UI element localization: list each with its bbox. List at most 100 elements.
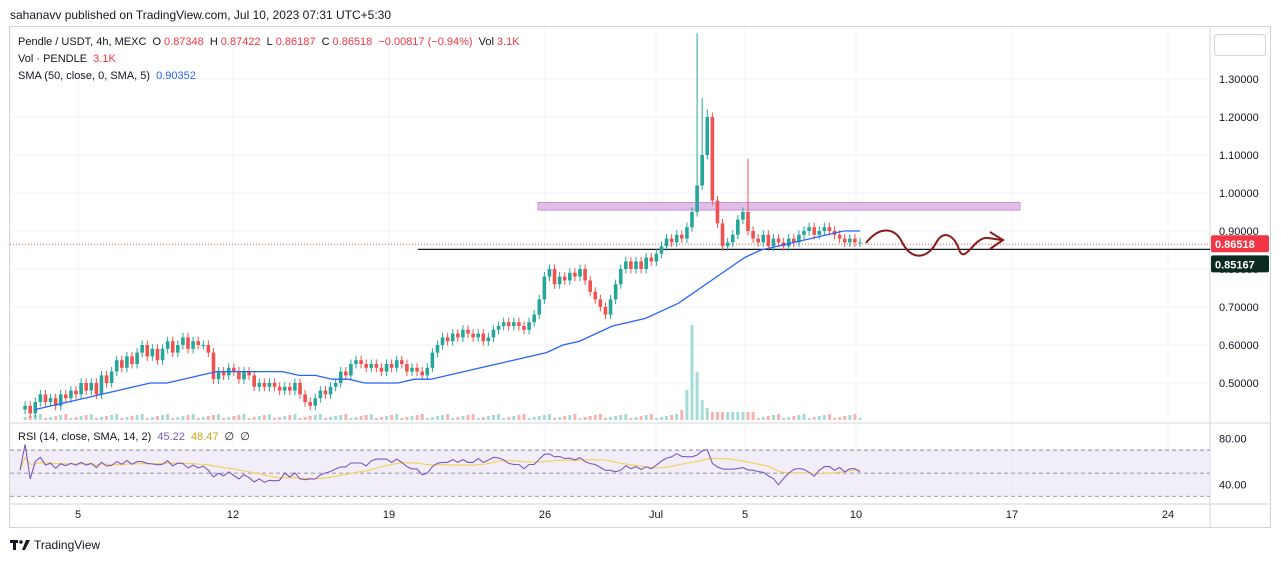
candle-body (827, 227, 832, 231)
price-tick-label: 1.30000 (1219, 74, 1259, 86)
volume-bar (425, 418, 429, 420)
candle-body (237, 371, 241, 380)
volume-bar (140, 414, 144, 420)
chart-frame[interactable] (9, 26, 1271, 528)
volume-bar (522, 414, 526, 420)
volume-bar (232, 416, 236, 420)
volume-bar (28, 416, 32, 420)
candle-body (389, 364, 394, 368)
volume-bar (563, 416, 567, 420)
volume-bar (201, 417, 205, 420)
volume-legend-value: 3.1K (93, 53, 116, 65)
volume-bar (497, 414, 501, 420)
candle-body (247, 371, 251, 376)
volume-bar (298, 418, 302, 420)
volume-bar (741, 412, 745, 420)
candle-body (155, 348, 160, 361)
candle-body (135, 352, 139, 364)
candle-body (379, 367, 384, 372)
candle-body (94, 383, 99, 395)
time-tick-label: 24 (1162, 509, 1174, 521)
volume-bar (736, 412, 740, 420)
candle-body (338, 371, 343, 383)
volume-bar (237, 415, 241, 420)
candle-body (267, 383, 272, 387)
candle-body (359, 360, 363, 364)
candle-body (114, 360, 119, 372)
candle-body (593, 291, 598, 300)
volume-bar (817, 416, 821, 420)
candle-body (445, 337, 450, 342)
volume-bar (318, 414, 322, 420)
candle-body (216, 371, 221, 380)
volume-bar (420, 414, 424, 420)
candle-body (756, 238, 760, 243)
volume-bar (797, 415, 801, 420)
tradingview-logo-icon (10, 540, 30, 550)
candle-body (649, 257, 654, 262)
volume-bar (395, 414, 399, 420)
candle-body (262, 383, 267, 387)
candle-body (165, 341, 170, 349)
candle-body (512, 322, 516, 326)
candle-body (858, 242, 862, 244)
volume-bar (135, 415, 139, 420)
price-legend: Pendle / USDT, 4h, MEXC O 0.87348 H 0.8742… (18, 36, 523, 48)
volume-bar (145, 418, 149, 420)
candle-body (710, 117, 715, 201)
volume-bar (670, 415, 674, 420)
volume-bar (405, 417, 409, 420)
volume-bar (792, 416, 796, 420)
rsi-legend-label: RSI (14, close, SMA, 14, 2) (18, 431, 152, 443)
volume-bar (807, 418, 811, 420)
candle-body (812, 227, 816, 235)
volume-bar (257, 416, 261, 420)
sma-legend-label: SMA (50, close, 0, SMA, 5) (18, 70, 151, 82)
candle-body (542, 276, 547, 300)
candle-body (761, 234, 766, 243)
candle-body (79, 383, 83, 395)
legend-close: 0.86518 (332, 36, 373, 48)
volume-bar (211, 415, 215, 420)
candle-body (104, 375, 109, 383)
volume-bar (573, 414, 577, 420)
candle-body (206, 345, 211, 353)
candle-body (552, 269, 557, 285)
candle-body (252, 375, 256, 387)
volume-bar (710, 412, 714, 420)
volume-bar (64, 414, 68, 420)
price-tick-label: 0.60000 (1219, 340, 1259, 352)
candle-body (38, 394, 43, 402)
candle-body (232, 367, 236, 372)
candle-body (109, 371, 114, 383)
candle-body (410, 367, 414, 372)
volume-bar (598, 414, 602, 420)
scale-settings-button[interactable] (1214, 34, 1266, 56)
candle-body (848, 238, 852, 243)
publisher-line: sahanavv published on TradingView.com, J… (10, 8, 392, 22)
candle-body (405, 364, 409, 372)
candle-body (288, 386, 292, 391)
candle-body (527, 322, 531, 330)
volume-bar (125, 417, 129, 420)
volume-bar (105, 416, 109, 420)
candle-body (456, 333, 460, 338)
candle-body (450, 333, 455, 342)
volume-bar (777, 414, 781, 420)
candle-body (802, 231, 806, 235)
volume-bar (456, 417, 460, 420)
last-price-badge-text: 0.86518 (1215, 239, 1255, 251)
volume-bar (252, 417, 256, 420)
candle-body (730, 234, 735, 243)
volume-bar (84, 415, 88, 420)
volume-bar (568, 415, 572, 420)
volume-bar (858, 418, 862, 420)
rsi-tick-label: 80.00 (1219, 434, 1247, 446)
legend-open: 0.87348 (164, 36, 204, 48)
volume-bar (323, 418, 327, 420)
candle-body (333, 383, 338, 387)
volume-bar (430, 417, 434, 420)
volume-bar (364, 415, 368, 420)
volume-bar (23, 417, 27, 420)
